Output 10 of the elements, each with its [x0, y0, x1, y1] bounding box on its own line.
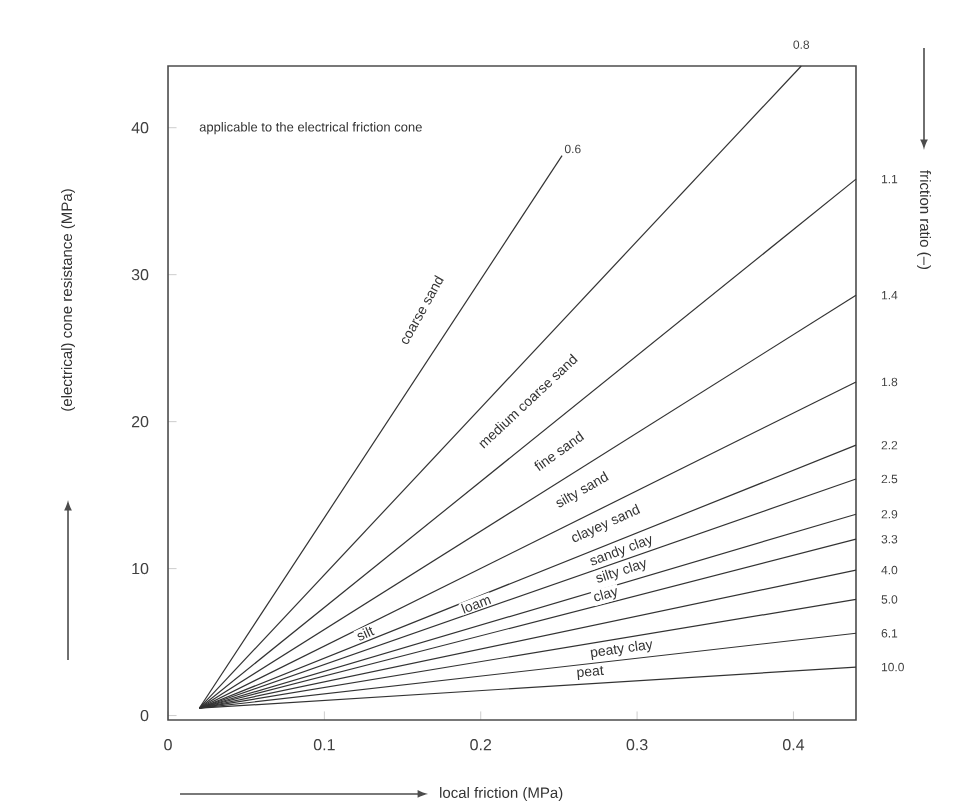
x-tick-label: 0.3	[626, 739, 648, 751]
y-tick-label: 0	[140, 709, 149, 722]
y-tick-label: 30	[131, 269, 149, 281]
x-tick-label: 0.4	[782, 739, 805, 751]
x-tick-label: 0.2	[470, 739, 492, 751]
y-tick-label: 40	[131, 122, 149, 134]
y-tick-label: 10	[132, 562, 149, 575]
y-tick-label: 20	[131, 415, 149, 428]
x-tick-label: 0	[164, 739, 172, 751]
x-tick-label: 0.1	[313, 739, 335, 751]
